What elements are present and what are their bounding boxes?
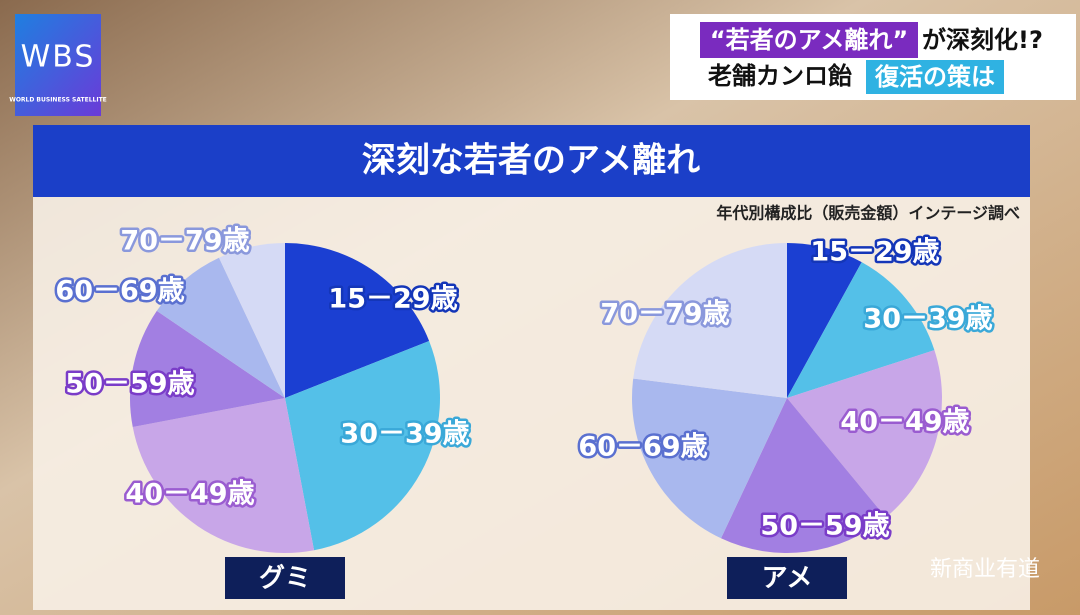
pie-slice [219, 243, 285, 398]
pie-slice [632, 378, 787, 539]
slice-label: 50－59歳 [65, 369, 194, 400]
slice-label: 40－49歳 [125, 479, 254, 510]
slice-label: 40－49歳 [840, 407, 969, 438]
chart-label-box [727, 557, 847, 599]
panel-title: 深刻な若者のアメ離れ [362, 141, 700, 181]
slice-label: 15－29歳 [810, 237, 939, 268]
chart-label-box [225, 557, 345, 599]
panel-title-bar [33, 125, 1030, 197]
pie-slice [721, 398, 886, 553]
chart-label: グミ [259, 564, 311, 594]
slice-label: 15－29歳 [328, 284, 457, 315]
pie-slice [285, 243, 430, 398]
logo-name: WORLD BUSINESS SATELLITE [9, 97, 107, 104]
header-text: が深刻化!? [922, 26, 1043, 54]
logo-letters: WBS [21, 40, 96, 75]
header-highlight-bg [866, 60, 1004, 94]
slice-label: 60－69歳 [55, 276, 184, 307]
pie-slice [285, 340, 440, 551]
slice-label: 60－69歳 [578, 432, 707, 463]
watermark: 新商业有道 [930, 557, 1040, 582]
pie-slice [130, 310, 285, 428]
header-highlight: “若者のアメ離れ” [710, 26, 908, 54]
source-note: 年代別構成比（販売金額）インテージ調べ [716, 204, 1020, 223]
header-highlight: 復活の策は [874, 63, 995, 91]
pie-slice [787, 243, 862, 398]
slice-label: 70－79歳 [120, 226, 249, 257]
slice-label: 30－39歳 [863, 304, 992, 335]
chart-label: アメ [762, 564, 813, 594]
slice-label: 50－59歳 [760, 511, 889, 542]
logo-box [15, 14, 101, 116]
pie-slice [787, 350, 942, 518]
pie-slice [156, 257, 285, 398]
pie-slice [132, 398, 315, 553]
slice-label: 30－39歳 [340, 419, 469, 450]
header-text: 老舗カンロ飴 [708, 62, 852, 90]
pie-slice [787, 262, 935, 398]
header-highlight-bg [700, 22, 918, 58]
slice-label: 70－79歳 [600, 299, 729, 330]
pie-slice [633, 242, 787, 398]
